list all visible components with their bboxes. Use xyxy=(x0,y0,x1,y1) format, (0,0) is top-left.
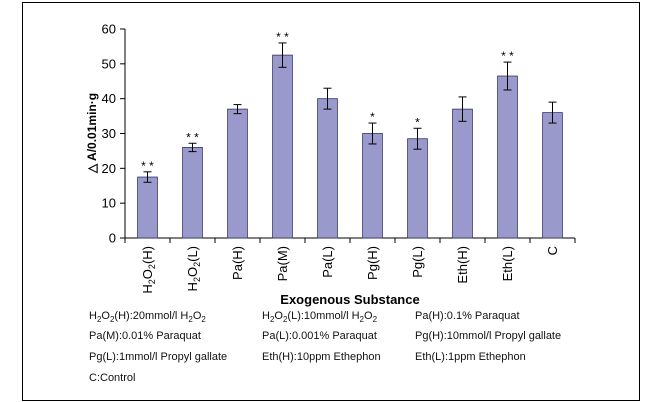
bar xyxy=(227,108,248,239)
x-tick-label: Pg(H) xyxy=(365,246,380,280)
y-tick-label: 20 xyxy=(102,161,116,176)
y-tick-label: 10 xyxy=(102,196,116,211)
x-axis-label: Exogenous Substance xyxy=(280,292,419,307)
bar xyxy=(542,112,563,239)
significance-mark: * * xyxy=(501,49,514,63)
x-tick-label: H2O2(H) xyxy=(140,246,157,294)
x-tick-label: Eth(H) xyxy=(455,246,470,284)
x-tick-label: Pa(L) xyxy=(320,246,335,278)
bar xyxy=(497,75,518,239)
significance-mark: * * xyxy=(276,30,289,44)
bar xyxy=(272,54,293,239)
x-tick-label: Pa(M) xyxy=(275,246,290,281)
significance-mark: * xyxy=(415,115,420,129)
y-tick-label: 50 xyxy=(102,56,116,71)
y-tick-label: 40 xyxy=(102,91,116,106)
bar xyxy=(362,133,383,239)
figure-border xyxy=(22,2,640,401)
significance-mark: * xyxy=(370,110,375,124)
y-tick-label: 30 xyxy=(102,126,116,141)
x-tick-labels: H2O2(H) H2O2(L) Pa(H) Pa(M) Pa(L) Pg(H) Pg(L) E… xyxy=(140,246,560,294)
x-tick-label: H2O2(L) xyxy=(185,246,202,291)
bars xyxy=(137,54,563,239)
significance-mark: * * xyxy=(186,130,199,144)
significance-mark: * * xyxy=(141,159,154,173)
error-bars xyxy=(143,42,557,183)
significance-marks: * * * * * * * * * * xyxy=(141,30,514,173)
y-tick-label: 0 xyxy=(109,231,116,246)
y-axis-label: △ A/0.01min·g xyxy=(85,93,99,174)
x-tick-label: Eth(L) xyxy=(500,246,515,281)
bar xyxy=(137,176,158,239)
x-tick-label: Pa(H) xyxy=(230,246,245,280)
bar xyxy=(452,108,473,239)
y-tick-label: 60 xyxy=(102,22,116,37)
x-tick-label: Pg(L) xyxy=(410,246,425,278)
bar xyxy=(407,138,428,239)
bar xyxy=(317,98,338,239)
x-tick-label: C xyxy=(545,246,560,255)
bar xyxy=(182,147,203,239)
